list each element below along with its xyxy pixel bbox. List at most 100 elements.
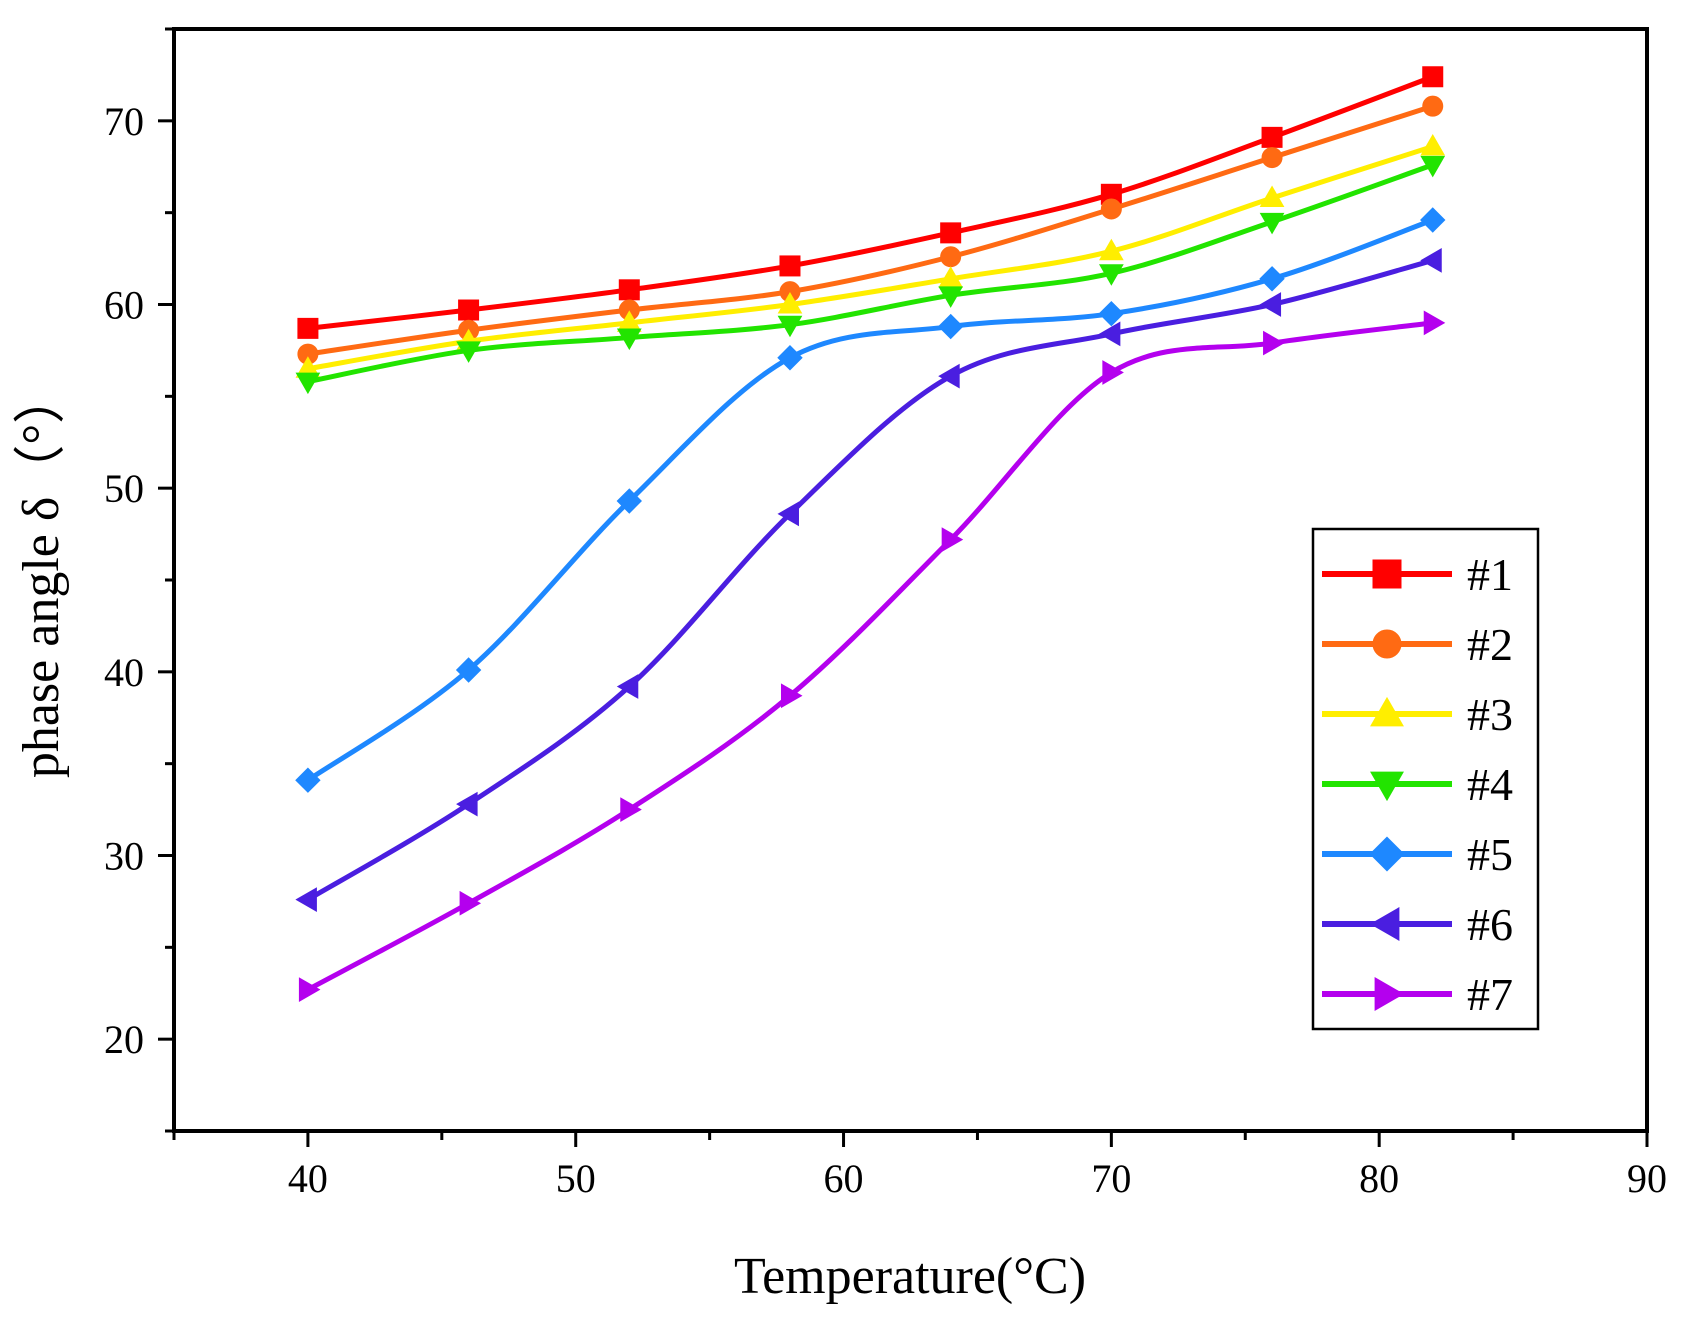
series-6 bbox=[295, 248, 1442, 912]
data-point bbox=[616, 328, 642, 351]
y-tick-label: 70 bbox=[104, 99, 144, 144]
y-tick-label: 30 bbox=[104, 834, 144, 879]
data-point bbox=[1259, 266, 1285, 292]
series-7 bbox=[298, 310, 1446, 1002]
legend-item-3: #3 bbox=[1322, 689, 1513, 740]
x-tick-label: 90 bbox=[1627, 1156, 1667, 1201]
legend-item-6: #6 bbox=[1322, 899, 1513, 950]
data-point bbox=[1420, 134, 1446, 156]
y-axis-title: phase angle δ（°） bbox=[13, 372, 70, 778]
data-point bbox=[1422, 66, 1444, 88]
y-tick-label: 50 bbox=[104, 466, 144, 511]
legend-item-5: #5 bbox=[1322, 829, 1513, 880]
data-point bbox=[1423, 310, 1446, 336]
data-point bbox=[1261, 126, 1283, 148]
y-tick-label: 60 bbox=[104, 283, 144, 328]
data-point bbox=[938, 286, 964, 308]
series-line bbox=[305, 144, 1436, 372]
data-point bbox=[1098, 264, 1124, 286]
data-point bbox=[940, 246, 962, 268]
y-axis: 20 30 40 50 60 70 bbox=[104, 27, 174, 1133]
data-point bbox=[940, 222, 962, 244]
legend-item-1: #1 bbox=[1322, 549, 1513, 600]
series-4 bbox=[295, 155, 1446, 395]
data-point bbox=[298, 977, 321, 1002]
x-tick-label: 40 bbox=[288, 1156, 328, 1201]
y-tick-label: 20 bbox=[104, 1017, 144, 1062]
data-point bbox=[616, 488, 642, 514]
x-tick-label: 50 bbox=[556, 1156, 596, 1201]
data-point bbox=[938, 363, 960, 389]
legend-marker bbox=[1369, 836, 1405, 872]
data-point bbox=[777, 501, 799, 527]
data-point bbox=[1420, 248, 1442, 273]
data-point bbox=[456, 341, 481, 363]
x-tick-label: 60 bbox=[824, 1156, 864, 1201]
data-point bbox=[780, 683, 803, 709]
data-point bbox=[616, 674, 639, 699]
legend-label: #5 bbox=[1467, 829, 1513, 880]
series-5 bbox=[295, 207, 1446, 793]
x-axis-title: Temperature(°C) bbox=[734, 1248, 1086, 1305]
legend-item-7: #7 bbox=[1322, 969, 1513, 1020]
legend-marker bbox=[1369, 907, 1400, 941]
data-point bbox=[1098, 238, 1124, 261]
data-point bbox=[1102, 360, 1124, 385]
data-point bbox=[459, 890, 482, 916]
x-tick-label: 70 bbox=[1091, 1156, 1131, 1201]
series-line bbox=[305, 103, 1436, 357]
data-point bbox=[1100, 198, 1122, 220]
data-point bbox=[295, 767, 321, 793]
legend-box bbox=[1311, 527, 1540, 1031]
data-point bbox=[1098, 321, 1121, 347]
data-point bbox=[456, 791, 478, 817]
legend-label: #6 bbox=[1467, 899, 1513, 950]
data-point bbox=[1259, 292, 1282, 317]
legend-label: #7 bbox=[1467, 969, 1513, 1020]
x-tick-label: 80 bbox=[1359, 1156, 1399, 1201]
data-point bbox=[1098, 300, 1125, 327]
data-point bbox=[1259, 212, 1285, 235]
legend-item-4: #4 bbox=[1322, 759, 1513, 810]
legend-label: #2 bbox=[1467, 619, 1513, 670]
data-point bbox=[458, 299, 480, 321]
series-line bbox=[305, 320, 1436, 993]
x-axis: 40 50 60 70 80 90 bbox=[172, 1131, 1667, 1201]
data-point bbox=[1261, 147, 1283, 169]
legend: #1 #2 #3 #4 #5 #6 #7 bbox=[1311, 527, 1540, 1031]
series-3 bbox=[295, 134, 1446, 378]
data-point bbox=[620, 797, 642, 822]
legend-label: #4 bbox=[1467, 759, 1513, 810]
legend-marker bbox=[1370, 771, 1404, 802]
series-layer bbox=[295, 66, 1446, 1002]
series-1 bbox=[297, 66, 1444, 339]
data-point bbox=[618, 279, 640, 301]
legend-label: #1 bbox=[1467, 549, 1513, 600]
legend-marker bbox=[1372, 629, 1402, 659]
legend-marker bbox=[1372, 559, 1402, 589]
data-point bbox=[937, 313, 964, 340]
data-point bbox=[1259, 185, 1285, 207]
data-point bbox=[1420, 207, 1446, 233]
data-point bbox=[1420, 155, 1446, 178]
data-point bbox=[777, 291, 803, 314]
data-point bbox=[779, 255, 801, 277]
legend-marker bbox=[1374, 977, 1405, 1011]
data-point bbox=[777, 345, 803, 371]
data-point bbox=[295, 372, 321, 395]
data-point bbox=[297, 317, 319, 339]
data-point bbox=[1422, 95, 1444, 117]
series-line bbox=[305, 257, 1436, 903]
series-line bbox=[305, 162, 1436, 385]
legend-marker bbox=[1370, 696, 1404, 727]
data-point bbox=[941, 527, 964, 552]
data-point bbox=[455, 657, 482, 683]
data-point bbox=[1263, 330, 1285, 356]
legend-item-2: #2 bbox=[1322, 619, 1513, 670]
data-point bbox=[295, 887, 317, 912]
legend-label: #3 bbox=[1467, 689, 1513, 740]
data-point bbox=[777, 315, 803, 338]
y-tick-label: 40 bbox=[104, 650, 144, 695]
series-line bbox=[305, 217, 1436, 783]
